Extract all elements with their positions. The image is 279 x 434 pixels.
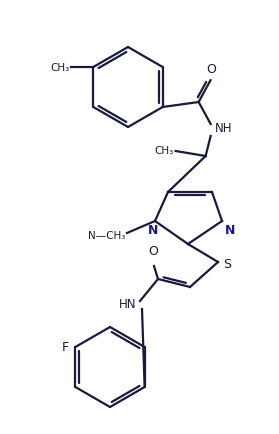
Text: N—CH₃: N—CH₃: [88, 230, 125, 240]
Text: CH₃: CH₃: [154, 146, 174, 156]
Text: N: N: [148, 224, 158, 237]
Text: NH: NH: [215, 121, 232, 134]
Text: O: O: [148, 244, 158, 257]
Text: S: S: [223, 258, 231, 271]
Text: HN: HN: [119, 298, 136, 311]
Text: F: F: [62, 341, 69, 354]
Text: O: O: [207, 63, 217, 76]
Text: N: N: [225, 224, 235, 237]
Text: CH₃: CH₃: [50, 63, 69, 73]
